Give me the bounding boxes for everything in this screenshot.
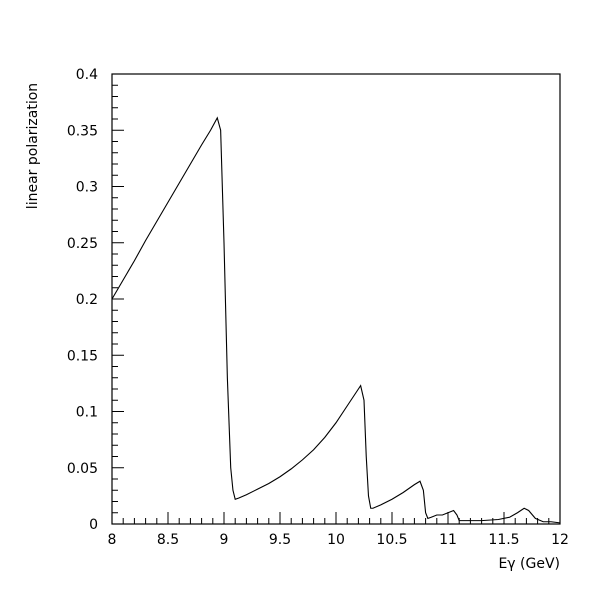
x-tick-label: 11: [439, 532, 457, 548]
y-tick-label: 0.2: [76, 292, 98, 308]
y-axis-label: linear polarization: [25, 83, 41, 209]
y-tick-label: 0.15: [67, 348, 98, 364]
ticks-layer: [111, 73, 561, 525]
y-tick-label: 0: [89, 517, 98, 533]
y-tick-label: 0.05: [67, 461, 98, 477]
y-tick-label: 0.25: [67, 236, 98, 252]
x-tick-label: 10: [327, 532, 345, 548]
y-tick-label: 0.3: [76, 180, 98, 196]
x-tick-label: 11.5: [488, 532, 519, 548]
tick-labels: 8 8.5 9 9.5 10 10.5 11 11.5 12 0 0.05 0.1 0.15 0.2 0.2…: [67, 67, 569, 548]
x-tick-label: 12: [551, 532, 569, 548]
polarization-line: [111, 116, 561, 524]
x-tick-label: 9.5: [269, 532, 291, 548]
x-tick-label: 10.5: [376, 532, 407, 548]
y-tick-label: 0.1: [76, 405, 98, 421]
plot-frame: [111, 73, 561, 525]
x-axis-label: Eγ (GeV): [498, 556, 560, 572]
y-tick-label: 0.35: [67, 123, 98, 139]
y-tick-label: 0.4: [76, 67, 98, 83]
x-tick-label: 8.5: [157, 532, 179, 548]
x-tick-label: 8: [108, 532, 117, 548]
x-tick-label: 9: [220, 532, 229, 548]
